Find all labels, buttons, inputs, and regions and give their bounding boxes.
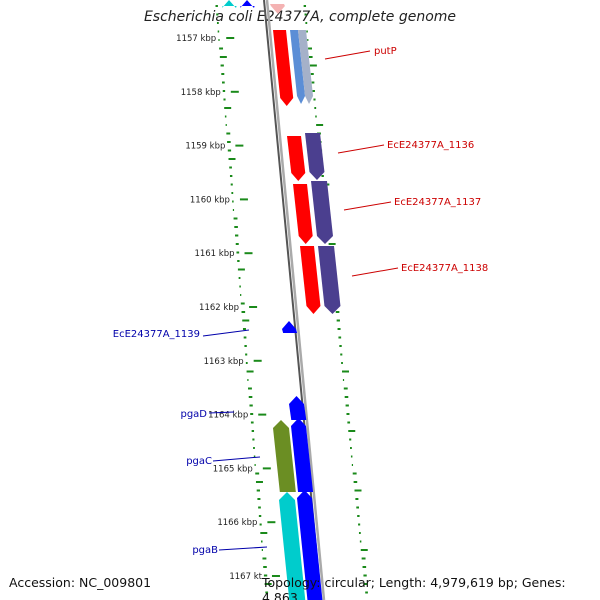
gene-label: EcE24377A_1138 [401,263,488,274]
topology-text: Topology: circular; Length: 4,979,619 bp… [262,575,566,600]
scale-tick-label: 1161 kbp [194,249,234,259]
scale-tick-label: 1167 kt [229,572,262,582]
scale-tick-label: 1165 kbp [213,464,253,474]
gene-label: EcE24377A_1136 [387,140,474,151]
gene-label-connector [324,50,371,60]
gene-label-connector [351,267,399,277]
scale-tick-label: 1164 kbp [208,411,248,421]
gene-arrow-top-cyan [222,0,237,8]
gene-arrow-putP [273,30,294,106]
gene-label-connector [218,546,268,551]
gene-arrow-pgaD [289,396,307,420]
scale-tick-label: 1157 kbp [176,34,216,44]
scale-ticks: 1157 kbp 1158 kbp 1159 kbp 1160 kbp 1161 kbp… [176,34,280,582]
gene-arrow-EcE24377A_1138-alt [318,246,341,314]
gene-arrow-pgaC-olive [273,420,296,492]
gene-label-connector [208,411,235,414]
gene-arrow-EcE24377A_1137-alt [311,181,333,244]
gene-label: EcE24377A_1139 [113,329,200,340]
scale-tick-label: 1158 kbp [181,88,221,98]
gene-labels: putP EcE24377A_1136 EcE24377A_1137 EcE24377… [113,46,489,556]
map-title: Escherichia coli E24377A, complete genom… [143,9,457,25]
gene-label: pgaD [180,409,207,420]
gene-arrow-putP-homolog [290,30,306,104]
gene-arrow-putP-homolog-2 [298,30,314,104]
backbone-line-shadow [265,0,326,600]
scale-tick-label: 1159 kbp [185,142,225,152]
gene-arrow-EcE24377A_1139 [282,321,298,333]
scale-tick-label: 1160 kbp [190,195,230,205]
gene-label: pgaB [192,545,218,556]
gene-arrow-EcE24377A_1137 [293,184,313,244]
gene-label-connector [202,329,250,337]
gene-arrow-top-blue [240,0,255,8]
gene-arrow-EcE24377A_1136-alt [305,133,325,180]
gene-arrow-EcE24377A_1138 [300,246,321,314]
scale-tick-label: 1166 kbp [217,518,257,528]
gene-arrow-pgaB [297,490,323,600]
accession-text: Accession: NC_009801 [9,575,152,590]
scale-tick-label: 1162 kbp [199,303,239,313]
gene-arrow-partial [270,4,285,14]
gene-label-connector [212,456,261,462]
gene-arrow-pgaB-cyan [279,492,306,600]
gene-label-connector [337,144,385,154]
gene-label: EcE24377A_1137 [394,197,481,208]
gene-arrow-pgaC [291,418,314,492]
gene-label: pgaC [186,456,212,467]
gene-label-connector [343,201,392,211]
gene-label: putP [374,46,397,57]
gene-arrow-EcE24377A_1136 [287,136,306,181]
scale-tick-label: 1163 kbp [204,357,244,367]
